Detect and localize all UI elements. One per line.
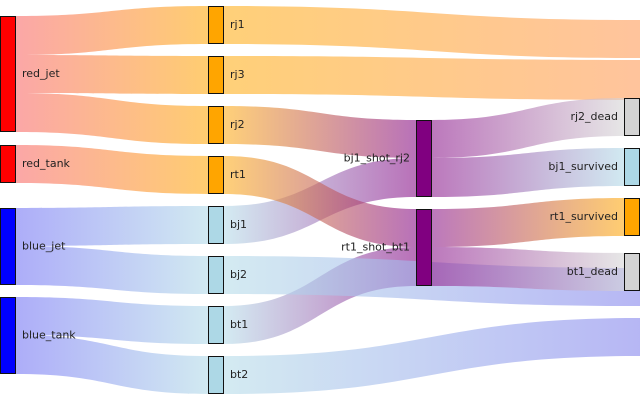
node-rj3[interactable] xyxy=(208,56,224,94)
link-rj1-to-offscreen xyxy=(224,6,640,58)
link-rj3-to-offscreen xyxy=(224,56,640,100)
link-red_jet-to-rj2 xyxy=(16,93,208,144)
node-bt1[interactable] xyxy=(208,306,224,344)
link-rt1_shot_bt1-to-rt1_survived xyxy=(432,198,624,247)
node-label-rj1: rj1 xyxy=(230,18,245,31)
link-rt1_shot_bt1-to-bt1_dead xyxy=(432,247,624,291)
link-blue_jet-to-bj1 xyxy=(16,206,208,246)
node-rj1[interactable] xyxy=(208,6,224,44)
links-layer xyxy=(16,6,640,394)
node-label-bt1_dead: bt1_dead xyxy=(567,265,618,278)
node-label-red_tank: red_tank xyxy=(22,157,71,170)
node-label-bj1_survived: bj1_survived xyxy=(548,160,618,173)
node-label-bj2: bj2 xyxy=(230,268,247,281)
node-bt2[interactable] xyxy=(208,356,224,394)
node-label-rt1: rt1 xyxy=(230,168,246,181)
link-blue_jet-to-bj2 xyxy=(16,246,208,294)
node-label-rj2_dead: rj2_dead xyxy=(570,110,618,123)
node-label-rt1_shot_bt1: rt1_shot_bt1 xyxy=(341,241,410,254)
link-red_jet-to-rj3 xyxy=(16,55,208,94)
node-blue_tank[interactable] xyxy=(0,297,16,374)
node-rj2[interactable] xyxy=(208,106,224,144)
node-rt1_survived[interactable] xyxy=(624,198,640,236)
node-bj1_shot_rj2[interactable] xyxy=(416,120,432,197)
link-blue_tank-to-bt1 xyxy=(16,297,208,344)
labels-layer: red_jet red_tank blue_jet blue_tank rj1 rj3 rj… xyxy=(22,18,618,381)
node-label-bt2: bt2 xyxy=(230,368,248,381)
node-rj2_dead[interactable] xyxy=(624,98,640,136)
link-bj1_shot_rj2-to-rj2_dead xyxy=(432,98,624,158)
nodes-layer xyxy=(0,6,640,394)
link-blue_tank-to-bt2 xyxy=(16,335,208,394)
node-rt1_shot_bt1[interactable] xyxy=(416,209,432,286)
node-label-bj1: bj1 xyxy=(230,218,247,231)
node-label-blue_jet: blue_jet xyxy=(22,240,66,253)
node-bt1_dead[interactable] xyxy=(624,253,640,291)
link-bj1_shot_rj2-to-bj1_survived xyxy=(432,148,624,197)
link-red_jet-to-rj1 xyxy=(16,6,208,55)
link-rj2-to-bj1_shot_rj2 xyxy=(224,106,416,158)
node-label-rj3: rj3 xyxy=(230,68,245,81)
node-label-red_jet: red_jet xyxy=(22,67,60,80)
node-label-bj1_shot_rj2: bj1_shot_rj2 xyxy=(344,152,410,165)
link-bt2-to-offscreen xyxy=(224,318,640,394)
link-rt1-to-rt1_shot_bt1 xyxy=(224,156,416,247)
node-label-bt1: bt1 xyxy=(230,318,248,331)
node-bj1_survived[interactable] xyxy=(624,148,640,186)
link-red_tank-to-rt1 xyxy=(16,145,208,194)
node-red_tank[interactable] xyxy=(0,145,16,183)
node-bj2[interactable] xyxy=(208,256,224,294)
node-label-rj2: rj2 xyxy=(230,118,245,131)
node-label-blue_tank: blue_tank xyxy=(22,329,76,342)
node-rt1[interactable] xyxy=(208,156,224,194)
node-blue_jet[interactable] xyxy=(0,208,16,285)
node-label-rt1_survived: rt1_survived xyxy=(550,210,618,223)
node-bj1[interactable] xyxy=(208,206,224,244)
node-red_jet[interactable] xyxy=(0,16,16,132)
